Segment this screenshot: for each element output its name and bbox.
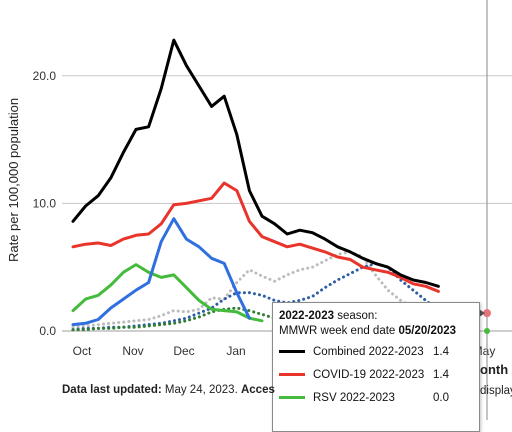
gridlines (62, 75, 512, 332)
footer-label: Data last updated: (62, 384, 162, 396)
month-label-fragment: onth (480, 362, 509, 377)
display-label-fragment: display (480, 385, 512, 397)
tooltip-row-name: COVID-19 2022-2023 (313, 368, 425, 381)
x-tick-label: Dec (173, 344, 194, 358)
y-axis-ticks: 0.0 10.0 20.0 (33, 69, 57, 338)
tooltip-row-covid: COVID-19 2022-2023 1.4 (279, 364, 473, 385)
tooltip-row-name: Combined 2022-2023 (313, 345, 424, 358)
x-tick-label: Oct (73, 344, 92, 358)
tooltip-row-rsv: RSV 2022-2023 0.0 (279, 387, 473, 408)
tooltip-season-label: 2022-2023 (279, 310, 334, 322)
y-tick-label: 10.0 (33, 196, 57, 210)
y-tick-label: 0.0 (39, 324, 56, 338)
series-lines (71, 38, 478, 332)
series-line-2 (71, 263, 264, 323)
data-updated-footer: Data last updated: May 24, 2023. Acces (62, 384, 512, 396)
hover-markers (479, 309, 491, 334)
hover-point-marker (483, 309, 491, 318)
series-line-3 (71, 217, 251, 327)
tooltip-row-value: 1.4 (433, 368, 449, 381)
y-tick-label: 20.0 (33, 69, 57, 83)
tooltip-season-suffix: season: (334, 310, 378, 322)
series-line-1 (71, 181, 440, 293)
tooltip-swatch-combined (279, 350, 305, 353)
tooltip-week-prefix: MMWR week end date (279, 325, 399, 337)
tooltip-row-value: 0.0 (433, 391, 449, 404)
hover-arrow-marker (479, 309, 485, 318)
y-axis-title: Rate per 100,000 population (6, 98, 21, 262)
tooltip-swatch-covid (279, 373, 305, 376)
x-tick-label: Jan (226, 344, 245, 358)
hover-tooltip: 2022-2023 season: MMWR week end date 05/… (272, 302, 480, 432)
hover-zero-marker (484, 328, 490, 334)
tooltip-swatch-rsv (279, 396, 305, 399)
tooltip-row-value: 1.4 (433, 345, 449, 358)
x-tick-label: Nov (122, 344, 143, 358)
chart-area: Rate per 100,000 population 0.010.020.0 … (6, 0, 512, 420)
series-line-0 (71, 38, 440, 288)
tooltip-week: MMWR week end date 05/20/2023 (279, 324, 473, 339)
series-line-5 (71, 261, 478, 332)
footer-access-fragment: Acces (240, 384, 275, 396)
tooltip-row-combined: Combined 2022-2023 1.4 (279, 341, 473, 362)
tooltip-week-date: 05/20/2023 (398, 325, 457, 337)
tooltip-row-name: RSV 2022-2023 (313, 391, 395, 404)
tooltip-season: 2022-2023 season: (279, 309, 473, 324)
footer-date: May 24, 2023. (164, 384, 238, 396)
